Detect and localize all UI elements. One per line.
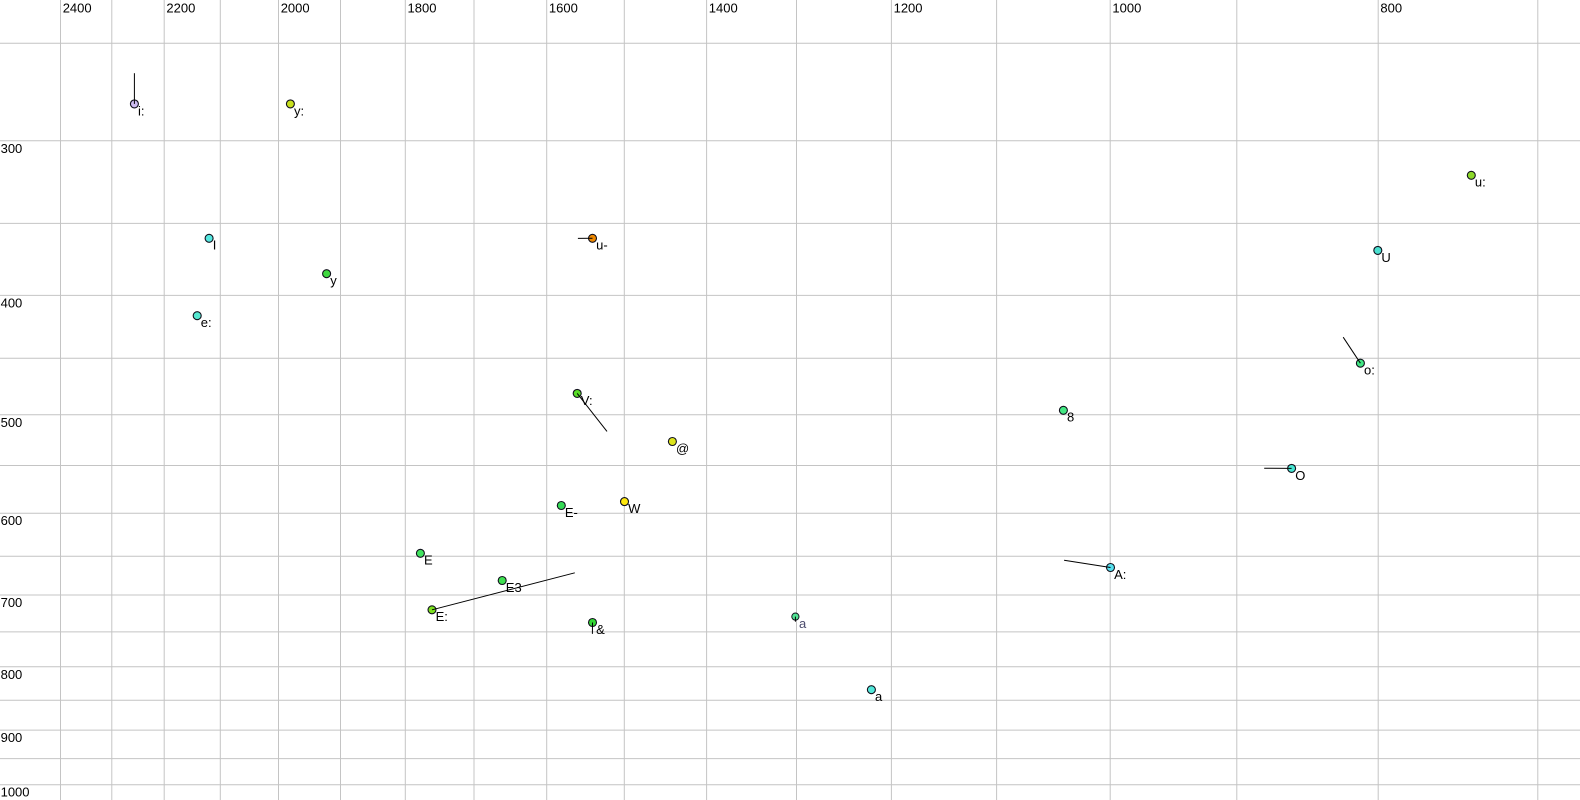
svg-text:I: I <box>213 238 217 253</box>
svg-text:u-: u- <box>596 238 608 253</box>
svg-text:i:: i: <box>138 103 145 118</box>
svg-text:u:: u: <box>1475 175 1486 190</box>
svg-text:2000: 2000 <box>281 0 310 15</box>
svg-text:E-: E- <box>565 505 578 520</box>
svg-text:e:: e: <box>201 315 212 330</box>
svg-text:2400: 2400 <box>63 0 92 15</box>
svg-text:800: 800 <box>1380 0 1402 15</box>
svg-text:1600: 1600 <box>549 0 578 15</box>
svg-text:U: U <box>1381 250 1390 265</box>
svg-text:1200: 1200 <box>894 0 923 15</box>
svg-text:a: a <box>799 616 807 631</box>
svg-text:A:: A: <box>1114 567 1126 582</box>
svg-text:@: @ <box>676 441 689 456</box>
svg-text:1000: 1000 <box>1 785 30 800</box>
svg-text:a: a <box>875 689 883 704</box>
svg-text:800: 800 <box>1 667 23 682</box>
svg-text:&: & <box>596 622 605 637</box>
svg-text:W: W <box>628 501 641 516</box>
svg-text:1400: 1400 <box>709 0 738 15</box>
svg-text:y: y <box>330 273 337 288</box>
svg-text:E: E <box>424 553 433 568</box>
svg-text:900: 900 <box>1 730 23 745</box>
svg-text:400: 400 <box>1 295 23 310</box>
svg-text:O: O <box>1295 468 1305 483</box>
svg-text:1800: 1800 <box>408 0 437 15</box>
svg-text:8: 8 <box>1067 410 1074 425</box>
svg-text:700: 700 <box>1 595 23 610</box>
svg-text:500: 500 <box>1 415 23 430</box>
svg-text:600: 600 <box>1 513 23 528</box>
svg-text:E:: E: <box>436 609 448 624</box>
svg-text:o:: o: <box>1364 363 1375 378</box>
svg-text:1000: 1000 <box>1112 0 1141 15</box>
svg-text:V:: V: <box>581 393 593 408</box>
svg-text:y:: y: <box>294 103 304 118</box>
svg-text:E3: E3 <box>506 580 522 595</box>
svg-text:2200: 2200 <box>166 0 195 15</box>
svg-text:300: 300 <box>1 141 23 156</box>
